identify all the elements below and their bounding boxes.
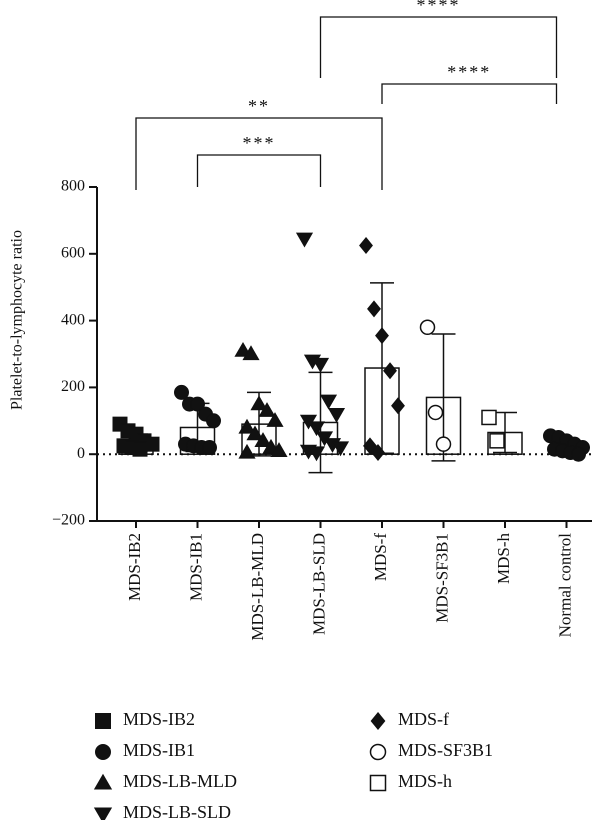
y-tick-label: −200: [52, 512, 85, 529]
significance-bracket: [135, 117, 383, 190]
data-point: [307, 446, 326, 462]
data-point: [238, 443, 256, 459]
data-point: [190, 396, 205, 412]
data-point: [238, 418, 256, 434]
legend-marker: [369, 774, 387, 792]
data-point: [367, 300, 381, 318]
data-point: [359, 236, 373, 254]
legend-marker: [370, 711, 386, 731]
significance-bracket: [381, 83, 558, 104]
y-tick-label: 200: [61, 378, 85, 395]
data-point: [258, 402, 276, 417]
y-tick-label: 600: [61, 244, 85, 261]
legend-marker: [93, 773, 113, 790]
data-point: [383, 362, 397, 380]
x-tick-label: MDS-f: [371, 533, 390, 582]
data-point: [242, 345, 260, 361]
data-point: [132, 441, 148, 457]
legend-label: MDS-IB1: [123, 740, 195, 760]
y-tick-label: 800: [61, 178, 85, 195]
legend-label: MDS-h: [398, 771, 452, 791]
data-point: [489, 433, 505, 449]
legend-marker: [369, 743, 387, 761]
data-point: [254, 432, 272, 447]
data-point: [206, 413, 221, 429]
significance-label: **: [248, 96, 270, 116]
data-point: [375, 327, 389, 345]
legend-label: MDS-LB-MLD: [123, 771, 237, 791]
x-tick-label: MDS-IB2: [125, 533, 144, 601]
data-point: [371, 444, 385, 462]
significance-label: ****: [417, 0, 461, 15]
data-point: [270, 442, 288, 457]
x-tick-label: MDS-h: [494, 533, 513, 585]
significance-label: ****: [447, 62, 491, 82]
data-point: [307, 421, 326, 437]
data-point: [331, 441, 350, 457]
data-point: [202, 440, 217, 456]
significance-bracket: [196, 154, 322, 187]
data-point: [427, 404, 444, 421]
legend-label: MDS-LB-SLD: [123, 802, 231, 820]
legend-label: MDS-f: [398, 709, 449, 729]
significance-label: ***: [243, 133, 276, 153]
data-point: [419, 319, 436, 336]
x-tick-label: MDS-SF3B1: [432, 533, 451, 623]
data-point: [363, 437, 377, 455]
y-tick-label: 400: [61, 311, 85, 328]
y-axis-label: Platelet-to-lymphocyte ratio: [9, 230, 26, 410]
y-tick-label: 0: [77, 445, 85, 462]
data-point: [266, 412, 284, 427]
data-point: [319, 394, 338, 410]
x-tick-label: MDS-IB1: [186, 533, 205, 601]
data-point: [295, 232, 314, 248]
significance-bracket: [319, 16, 558, 78]
data-point: [435, 436, 452, 452]
data-point: [327, 408, 346, 423]
data-point: [246, 425, 264, 441]
legend-marker: [95, 713, 111, 729]
data-point: [571, 446, 586, 462]
x-tick-label: MDS-LB-MLD: [248, 533, 267, 641]
data-point: [174, 384, 189, 400]
legend-marker: [95, 744, 111, 760]
data-point: [481, 409, 497, 426]
data-point: [391, 397, 405, 415]
legend-label: MDS-SF3B1: [398, 740, 493, 760]
legend-label: MDS-IB2: [123, 709, 195, 729]
legend-marker: [93, 807, 113, 820]
data-point: [250, 395, 268, 411]
x-tick-label: MDS-LB-SLD: [309, 533, 328, 635]
data-point: [311, 357, 330, 373]
x-tick-label: Normal control: [555, 533, 574, 638]
